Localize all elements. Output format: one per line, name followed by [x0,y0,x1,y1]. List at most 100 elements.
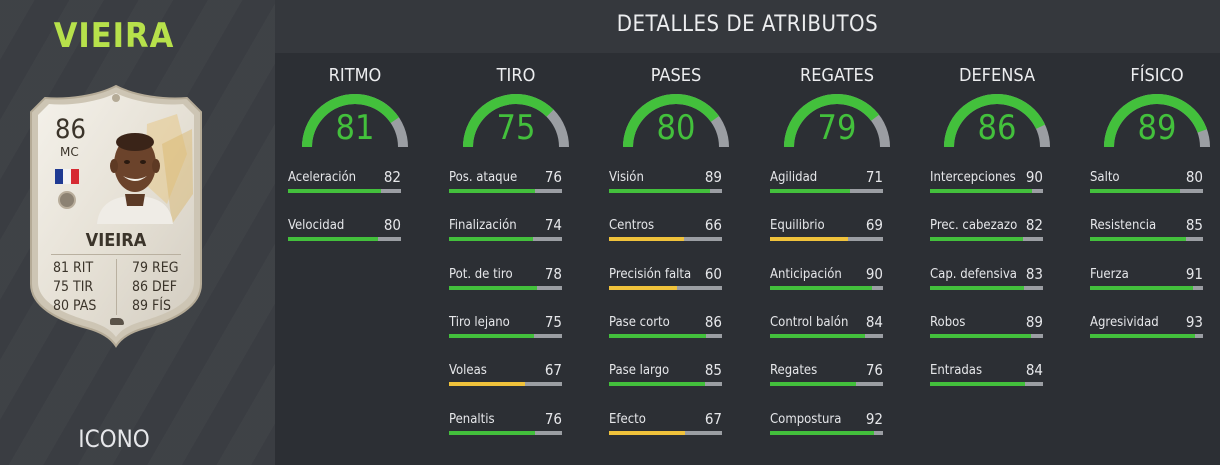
attribute-value: 80 [383,216,401,234]
attribute-bar [609,382,722,386]
attribute-value: 90 [1025,168,1043,186]
attribute-name: Agresividad [1090,315,1159,330]
attribute-name: Aceleración [288,170,357,185]
category-title: PASES [650,65,702,86]
gauge-fill [1104,94,1210,148]
player-card[interactable]: 86 MC VIEIRA 81 RIT 75 TIR 80 PAS 79 REG… [27,84,205,348]
attribute-bar-fill [609,431,685,435]
category-gauge [944,94,1050,148]
attribute-bar-fill [770,431,874,435]
attribute-bar-fill [449,237,533,241]
attribute-name: Precisión falta [609,267,692,282]
attribute-value: 76 [544,410,562,428]
category-gauge [623,94,729,148]
attribute-name: Regates [770,363,818,378]
category-title: DEFENSA [958,65,1036,86]
attribute-bar [449,382,562,386]
attribute-value: 89 [1025,313,1043,331]
attribute-bar-fill [449,286,538,290]
attribute-bar [449,286,562,290]
player-name-title: VIEIRA [53,16,175,56]
attribute-name: Fuerza [1090,267,1129,282]
category-column-regates: REGATES 79 Agilidad 71 Equilibrio 69 Anticipac… [757,53,917,465]
boot-icon [110,318,124,325]
attribute-name: Pos. ataque [449,170,518,185]
card-divider [51,254,181,255]
gauge-fill [623,94,729,148]
icon-club-badge [58,191,76,209]
attribute-value: 84 [1025,361,1043,379]
gauge-fill [302,94,408,148]
attribute-value: 91 [1185,265,1203,283]
attribute-value: 71 [865,168,883,186]
attribute-name: Efecto [609,412,646,427]
attribute-bar-fill [770,237,848,241]
attribute-bar-fill [770,189,851,193]
gauge-fill [784,94,890,148]
france-flag-icon [55,169,79,184]
attribute-value: 84 [865,313,883,331]
attribute-bar-fill [1090,237,1187,241]
category-rating: 75 [496,108,536,148]
attribute-name: Robos [930,315,966,330]
attribute-value: 67 [544,361,562,379]
attribute-bar [1090,286,1203,290]
category-rating: 79 [817,108,857,148]
attribute-value: 75 [544,313,562,331]
attribute-bar-fill [930,286,1024,290]
attribute-name: Entradas [930,363,983,378]
attributes-header: DETALLES DE ATRIBUTOS [275,0,1220,53]
category-rating: 81 [335,108,375,148]
category-title: TIRO [496,65,536,86]
attribute-bar [609,189,722,193]
attribute-bar [770,334,883,338]
attribute-value: 66 [704,216,722,234]
attribute-value: 86 [704,313,722,331]
attribute-name: Centros [609,218,655,233]
attribute-bar [930,286,1043,290]
attribute-value: 78 [544,265,562,283]
card-rating: 86 [55,114,86,145]
attribute-bar [288,237,401,241]
header-title: DETALLES DE ATRIBUTOS [616,12,879,37]
attribute-name: Agilidad [770,170,818,185]
attribute-name: Penaltis [449,412,495,427]
attribute-bar-fill [449,334,534,338]
card-stat-pas: 80 PAS [53,298,97,314]
category-rating: 89 [1137,108,1177,148]
category-rating: 86 [977,108,1017,148]
card-stat-fis: 89 FÍS [132,298,171,314]
attribute-bar [930,189,1043,193]
attribute-name: Pase largo [609,363,670,378]
attribute-bar [770,431,883,435]
category-column-ritmo: RITMO 81 Aceleración 82 Velocidad 80 [275,53,435,465]
attribute-bar [930,237,1043,241]
card-type-label: ICONO [78,425,150,453]
attribute-bar-fill [288,237,379,241]
attribute-bar-fill [609,334,707,338]
attribute-value: 76 [865,361,883,379]
attribute-bar [288,189,401,193]
attribute-name: Equilibrio [770,218,825,233]
attribute-name: Cap. defensiva [930,267,1017,282]
attribute-bar-fill [1090,286,1193,290]
category-rating: 80 [656,108,696,148]
attribute-bar-fill [609,189,710,193]
attribute-value: 83 [1025,265,1043,283]
attribute-name: Anticipación [770,267,842,282]
attribute-name: Intercepciones [930,170,1016,185]
attribute-name: Salto [1090,170,1120,185]
attribute-bar [770,189,883,193]
card-stat-rit: 81 RIT [53,260,94,276]
gauge-fill [944,94,1050,148]
card-player-name: VIEIRA [85,230,147,251]
card-stat-divider [116,259,117,315]
card-stat-def: 86 DEF [132,279,177,295]
attribute-bar [1090,237,1203,241]
card-stat-tir: 75 TIR [53,279,94,295]
category-column-tiro: TIRO 75 Pos. ataque 76 Finalización 74 Pot. de… [436,53,596,465]
attribute-bar [1090,334,1203,338]
attribute-bar-fill [770,334,865,338]
attribute-name: Pot. de tiro [449,267,513,282]
attribute-value: 69 [865,216,883,234]
